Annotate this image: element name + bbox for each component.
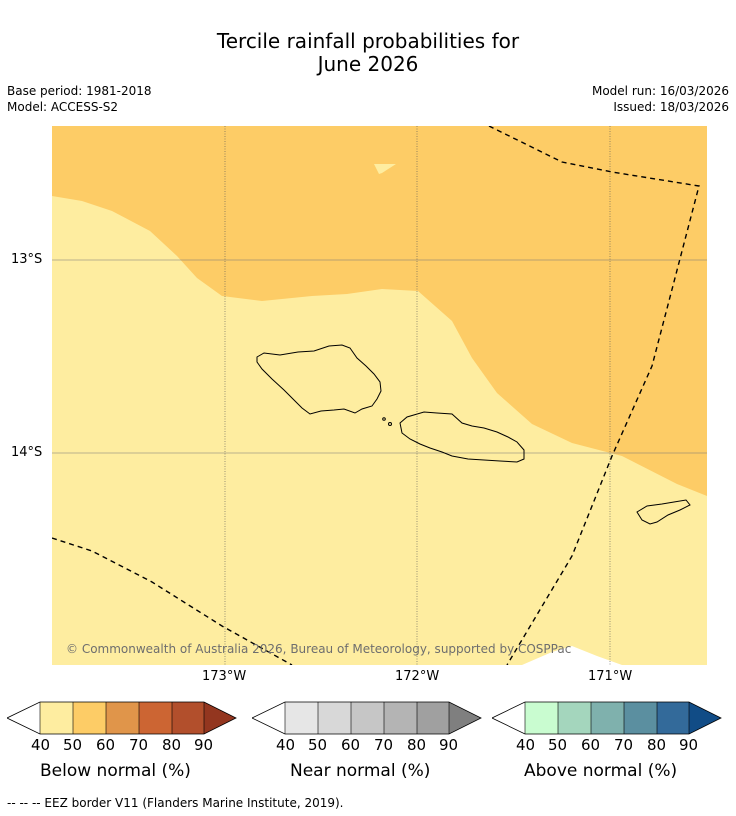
eez-footnote: -- -- -- EEZ border V11 (Flanders Marine… xyxy=(7,796,344,810)
above-tick-80: 80 xyxy=(647,736,667,754)
above-tick-70: 70 xyxy=(614,736,634,754)
map-title: Tercile rainfall probabilities for June … xyxy=(0,30,736,76)
lon-label-173w: 173°W xyxy=(202,669,247,684)
near-tick-70: 70 xyxy=(374,736,394,754)
near-swatch-3 xyxy=(351,702,384,734)
below-swatch-2 xyxy=(73,702,106,734)
below-tick-90: 90 xyxy=(194,736,214,754)
near-swatch-4 xyxy=(384,702,417,734)
tutuila-island xyxy=(636,499,691,525)
near-tick-60: 60 xyxy=(341,736,361,754)
below-swatch-6 xyxy=(204,702,236,734)
apolima-islet xyxy=(388,422,392,426)
below-swatch-3 xyxy=(106,702,139,734)
near-swatch-6 xyxy=(449,702,481,734)
meta-right: Model run: 16/03/2026 Issued: 18/03/2026 xyxy=(592,83,729,115)
below-swatch-1 xyxy=(40,702,73,734)
below-tick-70: 70 xyxy=(129,736,149,754)
near-dividers xyxy=(284,702,450,734)
above-swatch-0 xyxy=(492,702,525,734)
below-tick-50: 50 xyxy=(63,736,83,754)
near-swatch-2 xyxy=(318,702,351,734)
eez-border-southwest xyxy=(52,537,293,665)
title-line-1: Tercile rainfall probabilities for xyxy=(216,29,520,53)
below-tick-80: 80 xyxy=(162,736,182,754)
near-normal-label: Near normal (%) xyxy=(290,761,431,781)
lon-label-172w: 172°W xyxy=(395,669,440,684)
above-swatch-3 xyxy=(591,702,624,734)
near-tick-90: 90 xyxy=(439,736,459,754)
manono-islet xyxy=(382,417,386,421)
parallels xyxy=(52,259,707,454)
above-swatch-2 xyxy=(558,702,591,734)
above-swatch-1 xyxy=(525,702,558,734)
above-tick-90: 90 xyxy=(679,736,699,754)
below-swatch-0 xyxy=(7,702,40,734)
below-tick-60: 60 xyxy=(96,736,116,754)
above-dividers xyxy=(524,702,690,734)
colorbar-near xyxy=(252,701,482,735)
issued-date: Issued: 18/03/2026 xyxy=(613,100,729,114)
lat-label-13s: 13°S xyxy=(11,252,43,267)
above-tick-60: 60 xyxy=(581,736,601,754)
copyright-text: © Commonwealth of Australia 2026, Bureau… xyxy=(66,642,571,656)
title-line-2: June 2026 xyxy=(317,52,419,76)
above-normal-label: Above normal (%) xyxy=(524,761,678,781)
meta-left: Base period: 1981-2018 Model: ACCESS-S2 xyxy=(7,83,152,115)
near-swatch-5 xyxy=(417,702,449,734)
base-period: Base period: 1981-2018 xyxy=(7,84,152,98)
below-normal-label: Below normal (%) xyxy=(40,761,191,781)
near-swatch-1 xyxy=(285,702,318,734)
above-swatch-6 xyxy=(689,702,721,734)
model-name: Model: ACCESS-S2 xyxy=(7,100,119,114)
below-normal-60-region xyxy=(52,126,707,496)
colorbar-above xyxy=(492,701,722,735)
above-tick-50: 50 xyxy=(548,736,568,754)
savaii-island xyxy=(256,344,382,415)
below-dividers xyxy=(39,702,205,734)
below-tick-40: 40 xyxy=(31,736,51,754)
eez-border xyxy=(52,126,700,665)
below-swatch-4 xyxy=(139,702,172,734)
map-panel: © Commonwealth of Australia 2026, Bureau… xyxy=(52,126,707,665)
lon-label-171w: 171°W xyxy=(588,669,633,684)
model-run: Model run: 16/03/2026 xyxy=(591,84,729,98)
above-swatch-5 xyxy=(657,702,689,734)
near-tick-40: 40 xyxy=(276,736,296,754)
above-swatch-4 xyxy=(624,702,657,734)
below-swatch-5 xyxy=(172,702,204,734)
upolu-island xyxy=(399,411,525,463)
near-tick-50: 50 xyxy=(308,736,328,754)
near-tick-80: 80 xyxy=(407,736,427,754)
colorbar-below xyxy=(7,701,237,735)
lat-label-14s: 14°S xyxy=(11,445,43,460)
eez-border-east xyxy=(488,126,700,665)
islands xyxy=(256,344,691,525)
above-tick-40: 40 xyxy=(516,736,536,754)
small-patch xyxy=(374,164,396,174)
white-notch xyxy=(522,646,622,665)
near-swatch-0 xyxy=(252,702,285,734)
